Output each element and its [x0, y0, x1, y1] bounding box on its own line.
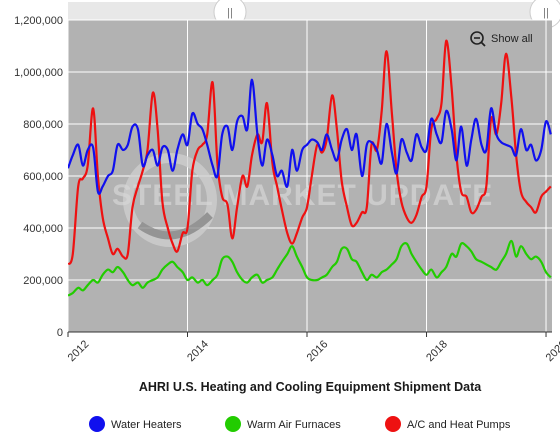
legend-item-warm-air-furnaces[interactable]: Warm Air Furnaces — [225, 416, 341, 432]
x-tick-label: 2014 — [185, 338, 211, 364]
x-tick-label: 2018 — [424, 338, 450, 364]
chart-title: AHRI U.S. Heating and Cooling Equipment … — [139, 380, 482, 394]
series-line-warm-air-furnaces — [68, 239, 552, 297]
legend-marker-icon — [385, 416, 401, 432]
navigator-handle-left-glyph: || — [227, 7, 233, 19]
navigator-bar[interactable] — [68, 2, 546, 24]
legend-item-water-heaters[interactable]: Water Heaters — [89, 416, 182, 432]
y-tick-label: 1,000,000 — [14, 67, 63, 79]
y-tick-label: 800,000 — [23, 119, 63, 131]
legend-label: Warm Air Furnaces — [247, 419, 341, 431]
legend: Water Heaters Warm Air Furnaces A/C and He… — [89, 416, 511, 432]
y-tick-label: 0 — [57, 327, 63, 339]
y-tick-label: 1,200,000 — [14, 15, 63, 27]
watermark-text: STEEL MARKET UPDATE — [112, 179, 493, 212]
x-axis: 2012 2014 2016 2018 2020 — [66, 332, 560, 364]
legend-label: A/C and Heat Pumps — [407, 419, 511, 431]
legend-marker-icon — [89, 416, 105, 432]
legend-label: Water Heaters — [111, 419, 182, 431]
x-tick-label: 2020 — [544, 338, 560, 364]
show-all-button[interactable]: Show all — [470, 31, 533, 47]
legend-marker-icon — [225, 416, 241, 432]
series-layer — [68, 39, 552, 297]
y-tick-label: 200,000 — [23, 275, 63, 287]
zoom-out-icon — [470, 31, 484, 45]
y-tick-label: 400,000 — [23, 223, 63, 235]
legend-item-a-c-and-heat-pumps[interactable]: A/C and Heat Pumps — [385, 416, 511, 432]
x-tick-label: 2012 — [66, 338, 92, 364]
show-all-label: Show all — [491, 33, 533, 45]
y-axis: 0 200,000 400,000 600,000 800,000 1,000,000 1,… — [14, 15, 63, 339]
series-line-a-c-and-heat-pumps — [68, 39, 552, 266]
navigator-handle-right-glyph: || — [543, 7, 549, 19]
x-tick-label: 2016 — [305, 338, 331, 364]
y-tick-label: 600,000 — [23, 171, 63, 183]
series-line-water-heaters — [68, 78, 552, 195]
